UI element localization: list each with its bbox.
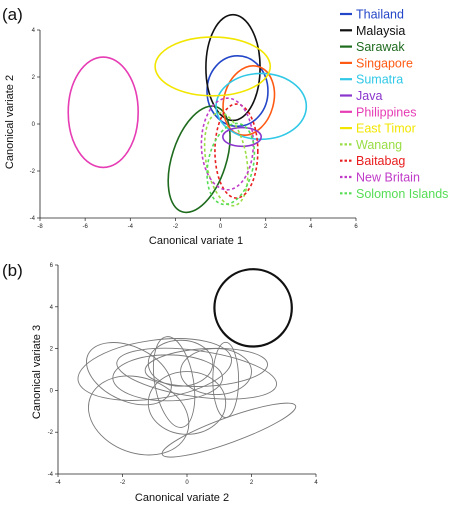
ellipse-east-timor bbox=[154, 36, 272, 97]
ellipse-philippines bbox=[67, 56, 139, 169]
panel-a-xtick-label: -2 bbox=[173, 224, 179, 230]
panel-b-label: (b) bbox=[2, 261, 23, 280]
panel-a-ylabel: Canonical variate 2 bbox=[4, 75, 16, 169]
panel-a-xtick-label: 4 bbox=[309, 224, 313, 230]
legend-label: Java bbox=[356, 89, 382, 103]
panel-a-ytick-label: -4 bbox=[30, 216, 36, 222]
legend-label: Baitabag bbox=[356, 154, 405, 168]
legend-label: Sumatra bbox=[356, 73, 403, 87]
panel-a-chart: Canonical variate 1 Canonical variate 2 … bbox=[4, 8, 448, 248]
ellipse-java bbox=[222, 126, 262, 148]
ellipse-thailand bbox=[206, 55, 269, 128]
panel-b-xlabel: Canonical variate 2 bbox=[135, 492, 229, 504]
ellipse-region bbox=[144, 347, 268, 387]
ellipse-wanang bbox=[203, 112, 249, 207]
panel-b-yticks: -4 -2 0 2 4 6 bbox=[48, 263, 58, 478]
legend-label: New Britain bbox=[356, 171, 420, 185]
ellipse-region bbox=[88, 375, 190, 456]
panel-a-xtick-label: 6 bbox=[354, 224, 358, 230]
panel-b-chart: Canonical variate 2 Canonical variate 3 … bbox=[31, 263, 318, 504]
ellipse-new-britain bbox=[200, 97, 255, 191]
legend-label: Singapore bbox=[356, 56, 413, 70]
panel-a-xtick-label: -8 bbox=[37, 224, 43, 230]
panel-a-ytick-label: 2 bbox=[32, 75, 36, 81]
panel-b-ellipses bbox=[77, 268, 297, 458]
panel-b-xtick-label: 4 bbox=[314, 480, 318, 486]
legend-label: Solomon Islands bbox=[356, 187, 448, 201]
panel-a-legend: Thailand Malaysia Sarawak Singapore Sumatra J… bbox=[340, 8, 448, 201]
legend-label: Sarawak bbox=[356, 40, 405, 54]
legend-label: Wanang bbox=[356, 138, 402, 152]
panel-b-ylabel: Canonical variate 3 bbox=[31, 325, 43, 419]
ellipse-region bbox=[77, 338, 232, 401]
ellipse-region bbox=[161, 402, 297, 458]
panel-b-xtick-label: -2 bbox=[120, 480, 126, 486]
ellipse-highlight bbox=[213, 268, 293, 348]
panel-b-xtick-label: 0 bbox=[185, 480, 189, 486]
ellipse-region bbox=[147, 339, 214, 387]
panel-a-xtick-label: 2 bbox=[264, 224, 268, 230]
ellipse-baitabag bbox=[214, 103, 259, 199]
panel-b-xtick-label: 2 bbox=[250, 480, 254, 486]
panel-a-xtick-label: 0 bbox=[219, 224, 223, 230]
panel-a-label: (a) bbox=[2, 5, 23, 24]
panel-a-yticks: -4 -2 0 2 4 bbox=[30, 28, 40, 222]
panel-b-ytick-label: 2 bbox=[50, 347, 54, 353]
panel-b-ytick-label: 4 bbox=[50, 305, 54, 311]
panel-a-xlabel: Canonical variate 1 bbox=[149, 235, 243, 247]
ellipse-region bbox=[85, 342, 172, 406]
legend-label: East Timor bbox=[356, 122, 416, 136]
panel-a-xticks: -8 -6 -4 -2 0 2 4 6 bbox=[37, 218, 358, 230]
panel-b-xticks: -4 -2 0 2 4 bbox=[55, 474, 318, 486]
legend-label: Thailand bbox=[356, 8, 404, 22]
legend-label: Philippines bbox=[356, 105, 416, 119]
panel-b-ytick-label: -4 bbox=[48, 472, 54, 478]
legend-label: Malaysia bbox=[356, 24, 405, 38]
ellipse-solomon-islands bbox=[206, 122, 256, 206]
panel-a-xtick-label: -4 bbox=[128, 224, 134, 230]
panel-a-ytick-label: -2 bbox=[30, 169, 36, 175]
panel-b-xtick-label: -4 bbox=[55, 480, 61, 486]
panel-a-ellipses bbox=[67, 13, 308, 214]
panel-b-ytick-label: 6 bbox=[50, 263, 54, 269]
panel-b-ytick-label: -2 bbox=[48, 430, 54, 436]
panel-b-ytick-label: 0 bbox=[50, 388, 54, 394]
panel-a-xtick-label: -6 bbox=[82, 224, 88, 230]
panel-a-ytick-label: 0 bbox=[32, 122, 36, 128]
panel-a-ytick-label: 4 bbox=[32, 28, 36, 34]
